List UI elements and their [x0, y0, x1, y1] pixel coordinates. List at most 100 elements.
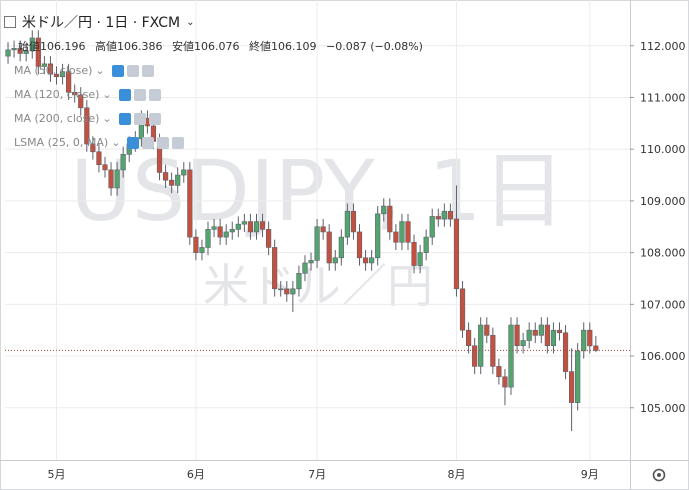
- candle-body: [229, 229, 235, 233]
- indicator-button[interactable]: [133, 88, 146, 101]
- candle-body: [562, 332, 569, 372]
- candle-body: [441, 210, 447, 220]
- indicator-name: LSMA (25, 0, MA): [14, 136, 109, 149]
- candle-body: [459, 288, 466, 331]
- candle-body: [84, 107, 90, 145]
- candle-body: [235, 223, 241, 230]
- candle-body: [241, 221, 247, 225]
- candle-body: [308, 260, 314, 264]
- indicator-name: MA (200, close): [14, 112, 100, 125]
- candle-body: [532, 329, 538, 336]
- watermark-symbol: USDJPY, 1日: [70, 142, 565, 240]
- collapse-icon[interactable]: [4, 16, 16, 28]
- y-tick-label: 108.000: [640, 247, 686, 260]
- settings-icon[interactable]: [652, 468, 666, 482]
- candle-body: [193, 236, 199, 253]
- y-tick-label: 109.000: [640, 195, 686, 208]
- candle-body: [53, 73, 60, 78]
- candle-body: [253, 221, 260, 233]
- ohlc-label: 始値: [18, 40, 40, 53]
- indicator-button[interactable]: [111, 64, 124, 77]
- x-tick-label: 8月: [447, 468, 465, 481]
- candle-body: [417, 252, 423, 266]
- indicator-name: MA (50, close): [14, 64, 93, 77]
- y-tick-label: 111.000: [640, 91, 686, 104]
- candle-body: [302, 262, 308, 274]
- symbol-header[interactable]: 米ドル／円 · 1日 · FXCM ⌄: [4, 12, 194, 32]
- ohlc-value: 106.386: [117, 40, 163, 53]
- candle-body: [296, 273, 302, 290]
- candle-body: [162, 172, 169, 181]
- candle-body: [211, 226, 217, 230]
- candle-body: [544, 324, 550, 347]
- watermark-description: 米ドル／円: [203, 259, 433, 313]
- indicator-button[interactable]: [133, 112, 146, 125]
- candle-body: [338, 236, 344, 259]
- indicator-legend[interactable]: MA (50, close) ⌄: [14, 64, 154, 77]
- candle-body: [314, 226, 320, 261]
- candle-body: [350, 210, 357, 233]
- candle-body: [484, 324, 490, 336]
- candle-body: [320, 226, 326, 233]
- indicator-button[interactable]: [142, 136, 155, 149]
- dropdown-caret[interactable]: ⌄: [186, 16, 195, 28]
- candle-body: [423, 236, 429, 253]
- candle-body: [114, 169, 120, 189]
- candle-body: [332, 257, 338, 264]
- candle-body: [472, 345, 478, 367]
- candle-body: [502, 376, 508, 388]
- ohlc-value: 106.109: [271, 40, 317, 53]
- indicator-button[interactable]: [148, 112, 161, 125]
- candle-body: [326, 231, 332, 264]
- indicator-button[interactable]: [126, 64, 139, 77]
- candle-body: [120, 154, 126, 171]
- ohlc-label: 終値: [249, 40, 271, 53]
- y-tick-label: 106.000: [640, 350, 686, 363]
- candle-body: [284, 288, 290, 295]
- indicator-name: MA (120, close): [14, 88, 100, 101]
- candle-body: [393, 231, 399, 243]
- indicator-legend[interactable]: MA (120, close) ⌄: [14, 88, 161, 101]
- indicator-button[interactable]: [141, 64, 154, 77]
- candle-body: [205, 229, 211, 248]
- indicator-button[interactable]: [172, 136, 185, 149]
- candle-body: [17, 48, 23, 54]
- dropdown-caret[interactable]: ⌄: [95, 64, 105, 77]
- candle-body: [169, 179, 175, 186]
- ohlc-label: 高値: [95, 40, 117, 53]
- candle-body: [593, 345, 599, 351]
- candle-body: [581, 329, 587, 352]
- candle-body: [556, 329, 563, 334]
- candle-body: [465, 329, 472, 347]
- candle-body: [72, 91, 78, 96]
- ohlc-label: 安値: [172, 40, 194, 53]
- candle-body: [223, 231, 229, 238]
- x-tick-label: 9月: [581, 468, 599, 481]
- indicator-legend[interactable]: MA (200, close) ⌄: [14, 112, 161, 125]
- change: −0.087 (−0.08%): [326, 40, 423, 53]
- candle-body: [217, 226, 223, 238]
- candle-body: [411, 241, 417, 266]
- candle-body: [538, 324, 544, 336]
- candle-body: [66, 71, 72, 93]
- dropdown-caret[interactable]: ⌄: [102, 88, 112, 101]
- candle-body: [5, 49, 11, 57]
- indicator-button[interactable]: [118, 88, 131, 101]
- candle-body: [399, 221, 405, 243]
- candle-body: [90, 143, 96, 153]
- dropdown-caret[interactable]: ⌄: [102, 112, 112, 125]
- dropdown-caret[interactable]: ⌄: [111, 136, 121, 149]
- candle-body: [199, 247, 205, 253]
- candle-body: [247, 221, 254, 233]
- indicator-button[interactable]: [118, 112, 131, 125]
- candle-body: [514, 324, 520, 347]
- candle-body: [520, 340, 526, 347]
- candle-body: [478, 324, 484, 367]
- indicator-button[interactable]: [148, 88, 161, 101]
- indicator-button[interactable]: [157, 136, 170, 149]
- indicator-legend[interactable]: LSMA (25, 0, MA) ⌄: [14, 136, 185, 149]
- indicator-button[interactable]: [127, 136, 140, 149]
- ohlc-value: 106.076: [194, 40, 240, 53]
- candle-body: [175, 174, 181, 186]
